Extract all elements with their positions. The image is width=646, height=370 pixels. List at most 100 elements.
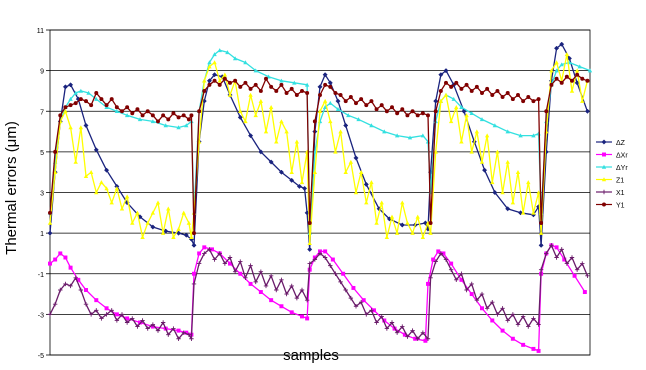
legend-label: ΔYr bbox=[616, 165, 628, 172]
data-point bbox=[202, 251, 207, 256]
data-point bbox=[63, 109, 68, 114]
data-point bbox=[248, 281, 253, 286]
data-point bbox=[258, 290, 263, 295]
data-point bbox=[191, 281, 197, 287]
data-point bbox=[156, 119, 160, 124]
data-point bbox=[425, 336, 431, 341]
data-point bbox=[469, 88, 474, 93]
data-point bbox=[328, 263, 333, 268]
data-point bbox=[438, 251, 444, 256]
data-point bbox=[150, 113, 155, 118]
data-point bbox=[531, 210, 536, 215]
data-point bbox=[469, 281, 474, 287]
data-point bbox=[492, 189, 498, 196]
data-point bbox=[192, 271, 196, 276]
data-point bbox=[410, 109, 415, 114]
data-point bbox=[479, 159, 485, 164]
data-point bbox=[263, 129, 269, 134]
data-point bbox=[328, 100, 333, 105]
y-tick-label: 1 bbox=[40, 231, 44, 238]
data-point bbox=[582, 290, 587, 295]
data-point bbox=[479, 117, 485, 122]
data-point bbox=[510, 336, 515, 341]
data-point bbox=[490, 318, 495, 323]
data-point bbox=[212, 78, 217, 83]
legend-box bbox=[594, 134, 642, 215]
data-point bbox=[479, 291, 485, 297]
data-point bbox=[570, 78, 574, 83]
data-point bbox=[189, 234, 194, 239]
data-point bbox=[369, 308, 374, 313]
data-point bbox=[400, 200, 405, 205]
data-point bbox=[322, 72, 328, 78]
data-point bbox=[526, 324, 531, 329]
data-point bbox=[99, 180, 104, 185]
data-point bbox=[222, 261, 228, 266]
legend-swatch-marker bbox=[601, 139, 607, 145]
data-point bbox=[554, 45, 560, 51]
data-point bbox=[580, 98, 585, 103]
data-point bbox=[289, 310, 294, 315]
legend-item: X1 bbox=[596, 189, 625, 197]
data-point bbox=[299, 287, 305, 293]
data-point bbox=[317, 251, 323, 256]
data-point bbox=[343, 169, 348, 174]
data-point bbox=[536, 190, 541, 195]
data-point bbox=[264, 76, 268, 81]
data-point bbox=[212, 52, 217, 57]
data-point bbox=[171, 326, 176, 331]
data-point bbox=[191, 242, 197, 248]
data-point bbox=[68, 125, 73, 130]
data-point bbox=[233, 78, 238, 83]
data-point bbox=[227, 92, 233, 97]
data-point bbox=[405, 113, 410, 118]
data-point bbox=[238, 271, 243, 276]
data-point bbox=[202, 88, 207, 93]
data-point bbox=[53, 257, 58, 262]
data-point bbox=[94, 308, 99, 313]
data-point bbox=[184, 123, 189, 128]
data-point bbox=[500, 190, 505, 195]
data-point bbox=[140, 234, 145, 239]
data-point bbox=[196, 261, 202, 266]
data-point bbox=[500, 306, 505, 311]
data-point bbox=[88, 312, 94, 317]
data-point bbox=[130, 220, 135, 225]
axis-layer bbox=[49, 29, 591, 356]
data-point bbox=[322, 98, 328, 103]
data-point bbox=[135, 107, 140, 112]
data-point bbox=[443, 68, 449, 74]
data-point bbox=[222, 76, 227, 81]
data-point bbox=[338, 279, 343, 285]
data-point bbox=[526, 95, 531, 100]
data-point bbox=[379, 314, 384, 319]
data-point bbox=[114, 318, 120, 323]
data-point bbox=[279, 119, 284, 124]
data-point bbox=[228, 261, 232, 266]
data-point bbox=[279, 78, 284, 83]
data-point bbox=[137, 117, 143, 122]
data-point bbox=[379, 103, 384, 108]
data-point bbox=[484, 133, 490, 138]
data-point bbox=[227, 255, 233, 260]
data-point bbox=[363, 181, 369, 187]
data-point bbox=[145, 326, 150, 331]
data-point bbox=[279, 82, 284, 87]
data-point bbox=[94, 90, 99, 95]
data-point bbox=[420, 234, 426, 239]
data-point bbox=[390, 105, 394, 110]
data-point bbox=[394, 230, 400, 235]
legend-item: Y1 bbox=[596, 203, 625, 210]
data-point bbox=[364, 103, 369, 108]
data-point bbox=[138, 320, 142, 325]
data-point bbox=[379, 200, 384, 205]
data-point bbox=[78, 125, 84, 130]
data-point bbox=[317, 109, 323, 114]
legend-label: X1 bbox=[616, 190, 625, 197]
data-point bbox=[58, 287, 63, 293]
y-tick-label: -5 bbox=[38, 353, 44, 360]
data-point bbox=[443, 92, 449, 97]
data-point bbox=[269, 84, 274, 89]
data-point bbox=[176, 226, 181, 231]
